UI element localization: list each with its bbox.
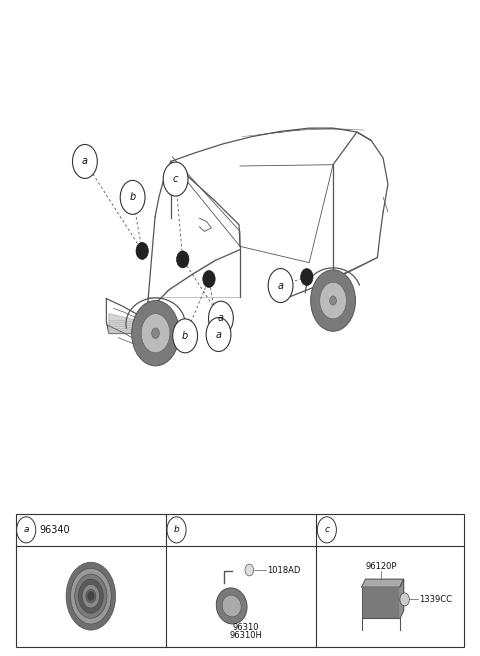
Circle shape xyxy=(400,593,409,606)
Circle shape xyxy=(320,282,347,319)
Circle shape xyxy=(66,562,116,630)
Circle shape xyxy=(132,300,180,366)
Text: a: a xyxy=(24,525,29,535)
Circle shape xyxy=(71,568,111,624)
Ellipse shape xyxy=(222,595,241,617)
Bar xyxy=(362,587,400,619)
Circle shape xyxy=(206,318,231,352)
Text: 1339CC: 1339CC xyxy=(419,595,452,604)
Text: 96310: 96310 xyxy=(233,623,259,632)
Circle shape xyxy=(152,328,159,338)
Text: 1018AD: 1018AD xyxy=(267,565,300,575)
Text: c: c xyxy=(173,174,178,184)
Text: 96340: 96340 xyxy=(39,525,70,535)
Circle shape xyxy=(141,314,170,353)
Circle shape xyxy=(167,517,186,543)
Circle shape xyxy=(268,268,293,302)
Circle shape xyxy=(88,592,94,600)
Circle shape xyxy=(177,251,189,268)
Ellipse shape xyxy=(216,588,247,624)
Circle shape xyxy=(120,180,145,215)
Text: a: a xyxy=(82,156,88,167)
Text: b: b xyxy=(130,192,136,202)
Polygon shape xyxy=(400,579,404,619)
Circle shape xyxy=(17,517,36,543)
Polygon shape xyxy=(362,579,404,587)
Text: a: a xyxy=(277,281,284,291)
Circle shape xyxy=(78,579,103,613)
Circle shape xyxy=(72,144,97,178)
Circle shape xyxy=(317,517,336,543)
Circle shape xyxy=(136,243,148,259)
Circle shape xyxy=(330,296,336,305)
Text: 96310H: 96310H xyxy=(229,632,263,640)
Circle shape xyxy=(86,589,96,603)
Circle shape xyxy=(82,584,99,608)
Circle shape xyxy=(300,268,313,285)
Text: 96120P: 96120P xyxy=(365,562,396,571)
Text: b: b xyxy=(174,525,180,535)
Circle shape xyxy=(163,162,188,196)
Text: c: c xyxy=(324,525,329,535)
Circle shape xyxy=(245,564,253,576)
Circle shape xyxy=(75,574,107,618)
Circle shape xyxy=(311,270,356,331)
Circle shape xyxy=(203,270,215,287)
Text: a: a xyxy=(218,313,224,323)
Circle shape xyxy=(208,301,233,335)
Text: a: a xyxy=(216,329,222,340)
Bar xyxy=(16,514,464,647)
Polygon shape xyxy=(109,314,147,333)
Text: b: b xyxy=(182,331,188,341)
Circle shape xyxy=(173,319,198,353)
